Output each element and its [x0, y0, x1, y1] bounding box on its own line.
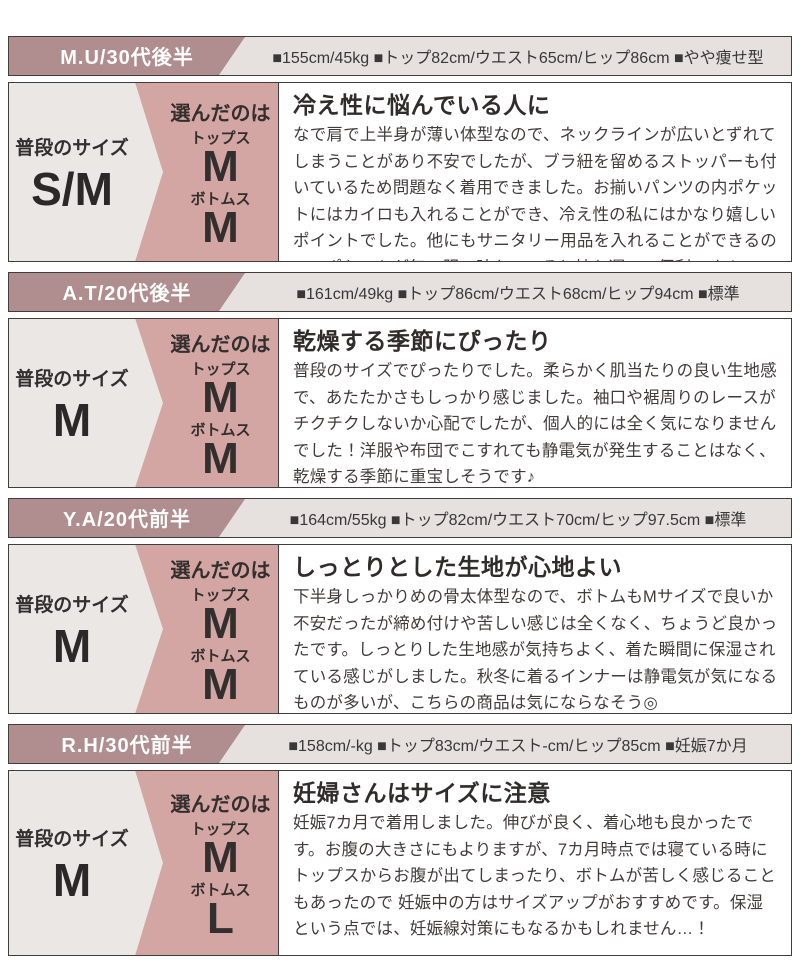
reviewer-name: A.T/20代後半: [9, 273, 245, 311]
bottoms-size-value: L: [207, 893, 234, 943]
usual-size-label: 普段のサイズ: [15, 594, 129, 616]
reviewer-stats: ■158cm/-kg ■トップ83cm/ウエスト-cm/ヒップ85cm ■妊娠7…: [288, 738, 748, 755]
chosen-label: 選んだのは: [170, 102, 271, 125]
bottoms-size-value: M: [202, 433, 239, 483]
usual-size-value: M: [52, 393, 92, 446]
size-panel: 普段のサイズ M 選んだのは トップス M ボトムス M: [9, 319, 279, 487]
tops-label: トップス: [190, 129, 251, 147]
size-panel: 普段のサイズ M 選んだのは トップス M ボトムス L: [9, 771, 279, 955]
bottoms-label: ボトムス: [190, 190, 251, 208]
usual-size-arrow: 普段のサイズ M: [9, 545, 163, 713]
chosen-size-panel: 選んだのは トップス M ボトムス M: [163, 545, 278, 713]
reviewer-name: R.H/30代前半: [9, 725, 245, 763]
review-block: R.H/30代前半 ■158cm/-kg ■トップ83cm/ウエスト-cm/ヒッ…: [8, 724, 792, 956]
tops-size-value: M: [202, 832, 239, 882]
chosen-label: 選んだのは: [170, 559, 271, 582]
review-body: 妊娠7カ月で着用しました。伸びが良く、着心地も良かったです。お腹の大きさにもより…: [293, 814, 776, 939]
tops-size-value: M: [202, 372, 239, 422]
review-title: 妊婦さんはサイズに注意: [293, 780, 551, 806]
usual-size-label: 普段のサイズ: [15, 828, 129, 850]
reviewer-stats: ■161cm/49kg ■トップ86cm/ウエスト68cm/ヒップ94cm ■標…: [296, 286, 740, 303]
review-text-panel: 冷え性に悩んでいる人に なで肩で上半身が薄い体型なので、ネックラインが広いとずれ…: [279, 83, 791, 261]
tops-label: トップス: [190, 360, 251, 378]
size-panel: 普段のサイズ M 選んだのは トップス M ボトムス M: [9, 545, 279, 713]
size-panel: 普段のサイズ S/M 選んだのは トップス M ボトムス M: [9, 83, 279, 261]
review-text-panel: 乾燥する季節にぴったり 普段のサイズでぴったりでした。柔らかく肌当たりの良い生地…: [279, 319, 791, 487]
review-body: なで肩で上半身が薄い体型なので、ネックラインが広いとずれてしまうことがあり不安で…: [293, 126, 778, 261]
review-body: 普段のサイズでぴったりでした。柔らかく肌当たりの良い生地感で、あたたかさもしっか…: [293, 362, 777, 487]
tops-label: トップス: [190, 586, 251, 604]
review-title: しっとりとした生地が心地よい: [293, 554, 622, 580]
chosen-size-panel: 選んだのは トップス M ボトムス M: [163, 83, 278, 261]
usual-size-label: 普段のサイズ: [15, 368, 129, 390]
chosen-size-panel: 選んだのは トップス M ボトムス M: [163, 319, 278, 487]
review-title: 乾燥する季節にぴったり: [293, 328, 552, 354]
usual-size-value: M: [52, 619, 92, 672]
review-header: A.T/20代後半 ■161cm/49kg ■トップ86cm/ウエスト68cm/…: [8, 272, 792, 312]
review-header: Y.A/20代前半 ■164cm/55kg ■トップ82cm/ウエスト70cm/…: [8, 498, 792, 538]
bottoms-label: ボトムス: [190, 881, 251, 899]
tops-label: トップス: [190, 820, 251, 838]
review-content: 普段のサイズ M 選んだのは トップス M ボトムス M 乾燥する季節にぴったり…: [8, 318, 792, 488]
bottoms-label: ボトムス: [190, 421, 251, 439]
review-header: R.H/30代前半 ■158cm/-kg ■トップ83cm/ウエスト-cm/ヒッ…: [8, 724, 792, 764]
chosen-label: 選んだのは: [170, 333, 271, 356]
bottoms-label: ボトムス: [190, 647, 251, 665]
usual-size-arrow: 普段のサイズ M: [9, 771, 163, 955]
tops-size-value: M: [202, 141, 239, 191]
review-title: 冷え性に悩んでいる人に: [293, 92, 551, 118]
chosen-size-panel: 選んだのは トップス M ボトムス L: [163, 771, 278, 955]
reviewer-stats: ■155cm/45kg ■トップ82cm/ウエスト65cm/ヒップ86cm ■や…: [272, 50, 764, 67]
usual-size-value: S/M: [31, 162, 113, 215]
usual-size-arrow: 普段のサイズ S/M: [9, 83, 163, 261]
bottoms-size-value: M: [202, 659, 239, 709]
review-block: Y.A/20代前半 ■164cm/55kg ■トップ82cm/ウエスト70cm/…: [8, 498, 792, 714]
reviewer-stats: ■164cm/55kg ■トップ82cm/ウエスト70cm/ヒップ97.5cm …: [289, 512, 747, 529]
review-block: A.T/20代後半 ■161cm/49kg ■トップ86cm/ウエスト68cm/…: [8, 272, 792, 488]
review-content: 普段のサイズ M 選んだのは トップス M ボトムス M しっとりとした生地が心…: [8, 544, 792, 714]
tops-size-value: M: [202, 598, 239, 648]
usual-size-label: 普段のサイズ: [15, 137, 129, 159]
chosen-label: 選んだのは: [170, 793, 271, 816]
review-content: 普段のサイズ M 選んだのは トップス M ボトムス L 妊婦さんはサイズに注意…: [8, 770, 792, 956]
review-text-panel: 妊婦さんはサイズに注意 妊娠7カ月で着用しました。伸びが良く、着心地も良かったで…: [279, 771, 791, 955]
review-header: M.U/30代後半 ■155cm/45kg ■トップ82cm/ウエスト65cm/…: [8, 36, 792, 76]
bottoms-size-value: M: [202, 202, 239, 252]
usual-size-value: M: [52, 853, 92, 906]
review-block: M.U/30代後半 ■155cm/45kg ■トップ82cm/ウエスト65cm/…: [8, 36, 792, 262]
usual-size-arrow: 普段のサイズ M: [9, 319, 163, 487]
reviewer-name: Y.A/20代前半: [9, 499, 245, 537]
review-content: 普段のサイズ S/M 選んだのは トップス M ボトムス M 冷え性に悩んでいる…: [8, 82, 792, 262]
review-text-panel: しっとりとした生地が心地よい 下半身しっかりめの骨太体型なので、ボトムもMサイズ…: [279, 545, 791, 713]
review-body: 下半身しっかりめの骨太体型なので、ボトムもMサイズで良いか不安だったが締め付けや…: [293, 588, 778, 713]
reviewer-name: M.U/30代後半: [9, 37, 245, 75]
